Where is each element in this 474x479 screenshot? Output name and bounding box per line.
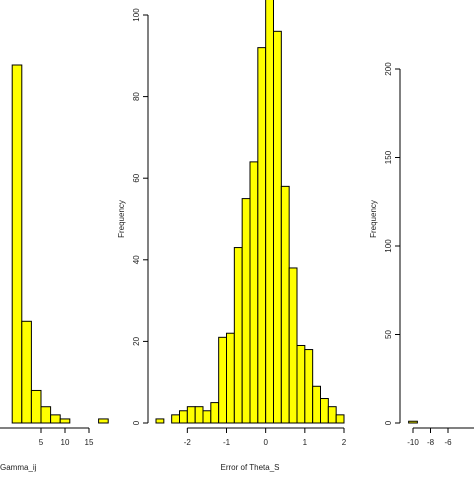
histogram-bar [21,320,32,424]
histogram-bar [59,418,71,424]
y-tick-label: 80 [132,92,141,101]
x-tick-label: -1 [223,438,231,447]
histogram-bar [327,406,337,424]
histogram-bar [320,398,329,424]
x-tick-label: -10 [407,438,419,447]
histogram-bar [11,64,23,424]
y-tick-label: 200 [384,62,393,76]
histogram-bar [218,336,228,424]
histogram-bar [249,161,259,424]
histogram-bar [210,402,220,424]
y-tick-label: 150 [384,150,393,164]
histogram-bar [98,418,109,424]
y-tick-label: 0 [132,420,141,425]
y-tick-label: 50 [384,330,393,339]
histogram-bar [179,410,188,424]
histogram-bar [257,47,267,424]
y-tick-label: 60 [132,173,141,182]
y-axis-label: Frequency [369,200,378,238]
histogram-bar [226,332,235,424]
histogram-bar [50,414,61,424]
histogram-bar [280,185,290,424]
histogram-bar [312,385,321,424]
histogram-bar [304,349,314,424]
x-tick-label: 15 [85,438,94,447]
x-tick-label: 0 [263,438,268,447]
histogram-bar [171,414,181,424]
x-tick-label: -6 [444,438,452,447]
histogram-bar [40,406,52,424]
histogram-bar [241,198,251,424]
y-tick-label: 20 [132,336,141,345]
x-axis-label: Gamma_ij [0,463,37,472]
x-tick-label: 2 [342,438,347,447]
histogram-bar [202,410,212,424]
histogram-bar [233,247,243,424]
histogram-bar [30,389,42,424]
y-tick-label: 40 [132,255,141,264]
x-tick-label: 5 [39,438,44,447]
x-tick-label: 1 [303,438,308,447]
y-tick-label: 0 [384,420,393,425]
histogram-bar [194,406,204,424]
histogram-bar [273,30,282,424]
histogram-bar [296,344,306,424]
histogram-bar [288,267,298,424]
y-axis-label: Frequency [117,200,126,238]
histogram-bar [265,0,274,424]
x-axis-label: Error of Theta_S [221,463,280,472]
histogram-bar [186,406,196,424]
x-tick-label: -2 [184,438,192,447]
x-tick-label: 10 [61,438,70,447]
y-tick-label: 100 [132,8,141,22]
y-tick-label: 100 [384,239,393,253]
histogram-bar [335,414,345,424]
histogram-bar [155,418,165,424]
x-tick-label: -8 [427,438,435,447]
histogram-bar [408,420,418,424]
